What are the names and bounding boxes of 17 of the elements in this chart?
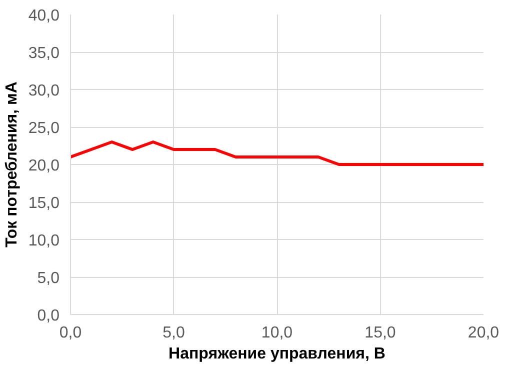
x-tick-label: 10,0 [261, 324, 293, 342]
x-tick-label: 5,0 [162, 324, 185, 342]
y-tick-label: 40,0 [28, 8, 60, 24]
x-axis-title: Напряжение управления, В [168, 346, 386, 362]
y-tick-label: 15,0 [28, 195, 60, 212]
line-series [70, 140, 484, 166]
y-tick-label: 35,0 [28, 45, 60, 62]
y-tick-label: 25,0 [28, 120, 60, 137]
y-tick-label: 30,0 [28, 82, 60, 100]
x-tick-label: 15,0 [364, 324, 396, 342]
x-tick-label: 0,0 [59, 324, 82, 342]
y-tick-label: 5,0 [37, 270, 60, 287]
y-axis-title: Ток потребления, мА [3, 81, 20, 248]
y-tick-label: 0,0 [37, 308, 60, 324]
x-tick-label: 20,0 [468, 324, 500, 342]
y-tick-label: 20,0 [28, 158, 60, 174]
y-tick-label: 10,0 [28, 232, 60, 250]
